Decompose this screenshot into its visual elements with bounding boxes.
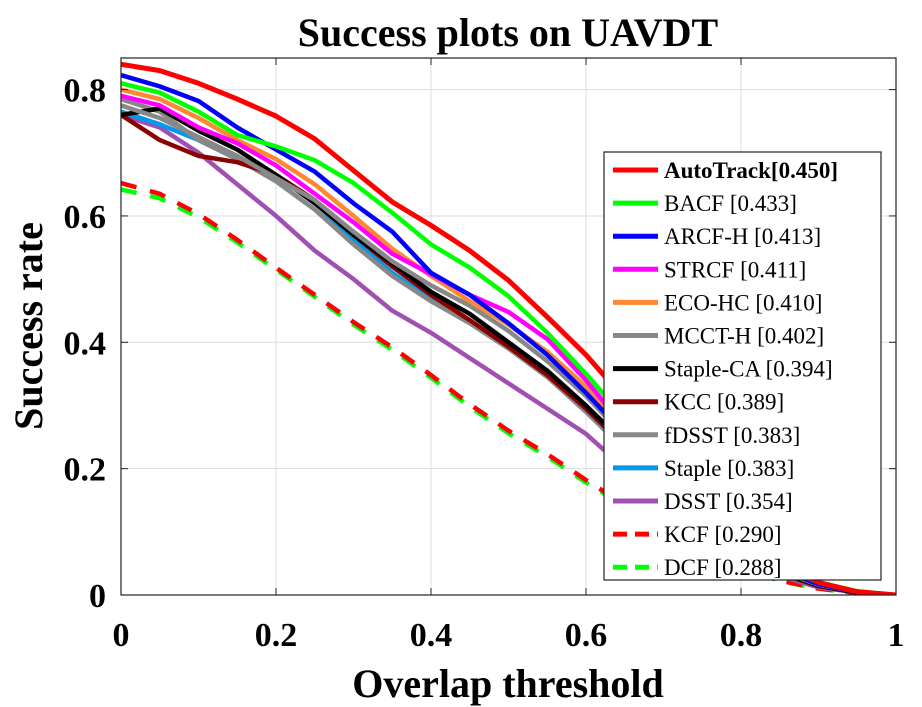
legend-label-kcc: KCC [0.389] — [664, 390, 784, 415]
legend-series-score: [0.394] — [760, 357, 833, 382]
legend: AutoTrack[0.450] BACF [0.433] ARCF-H [0.41… — [603, 151, 882, 581]
legend-series-name: BACF — [664, 191, 724, 216]
x-tick-label: 0.6 — [565, 617, 608, 654]
legend-label-bacf: BACF [0.433] — [664, 191, 797, 216]
legend-series-score: [0.389] — [711, 390, 784, 415]
legend-series-score: [0.383] — [728, 423, 801, 448]
legend-label-staple-ca: Staple-CA [0.394] — [664, 357, 833, 382]
legend-series-name: KCF — [664, 522, 709, 547]
legend-series-name: ARCF-H — [664, 224, 748, 249]
legend-label-dcf: DCF [0.288] — [664, 555, 782, 580]
x-tick-label: 0.2 — [255, 617, 298, 654]
legend-series-name: Staple-CA — [664, 357, 761, 382]
legend-series-score: [0.433] — [724, 191, 797, 216]
legend-series-name: AutoTrack — [664, 158, 771, 183]
legend-series-score: [0.288] — [709, 555, 782, 580]
legend-series-name: DSST — [664, 489, 720, 514]
legend-series-name: STRCF — [664, 257, 734, 282]
y-tick-label: 0.2 — [64, 452, 107, 489]
legend-box — [603, 151, 882, 581]
legend-series-name: ECO-HC — [664, 290, 750, 315]
legend-series-name: fDSST — [664, 423, 728, 448]
legend-label-staple: Staple [0.383] — [664, 456, 794, 481]
legend-series-score: [0.450] — [771, 158, 838, 183]
y-axis-label: Success rate — [6, 222, 51, 430]
legend-series-score: [0.354] — [720, 489, 793, 514]
y-tick-label: 0.6 — [64, 199, 107, 236]
y-tick-label: 0.4 — [64, 325, 107, 362]
legend-label-dsst: DSST [0.354] — [664, 489, 793, 514]
legend-series-score: [0.413] — [748, 224, 821, 249]
legend-series-score: [0.402] — [751, 324, 824, 349]
legend-label-mcct-h: MCCT-H [0.402] — [664, 324, 824, 349]
y-tick-label: 0 — [89, 578, 106, 615]
legend-series-name: Staple — [664, 456, 722, 481]
x-axis-label: Overlap threshold — [352, 661, 664, 706]
legend-series-score: [0.383] — [722, 456, 795, 481]
legend-label-kcf: KCF [0.290] — [664, 522, 782, 547]
legend-series-score: [0.411] — [734, 257, 806, 282]
x-tick-label: 0.8 — [720, 617, 763, 654]
y-tick-label: 0.8 — [64, 73, 107, 110]
legend-series-score: [0.410] — [750, 290, 823, 315]
legend-series-score: [0.290] — [709, 522, 782, 547]
legend-label-arcf-h: ARCF-H [0.413] — [664, 224, 821, 249]
legend-label-fdsst: fDSST [0.383] — [664, 423, 800, 448]
plot-frame — [120, 57, 897, 596]
x-tick-label: 0.4 — [410, 617, 453, 654]
legend-label-eco-hc: ECO-HC [0.410] — [664, 290, 822, 315]
axis-ticks: 0 0.2 0.4 0.6 0.8 1 0 0.2 0.4 0.6 0.8 — [64, 58, 905, 654]
legend-series-name: MCCT-H — [664, 324, 751, 349]
legend-series-name: KCC — [664, 390, 711, 415]
legend-label-strcf: STRCF [0.411] — [664, 257, 806, 282]
legend-label-autotrack: AutoTrack[0.450] — [664, 158, 838, 183]
x-tick-label: 1 — [888, 617, 905, 654]
chart-title: Success plots on UAVDT — [298, 10, 719, 55]
x-tick-label: 0 — [113, 617, 130, 654]
legend-series-name: DCF — [664, 555, 709, 580]
